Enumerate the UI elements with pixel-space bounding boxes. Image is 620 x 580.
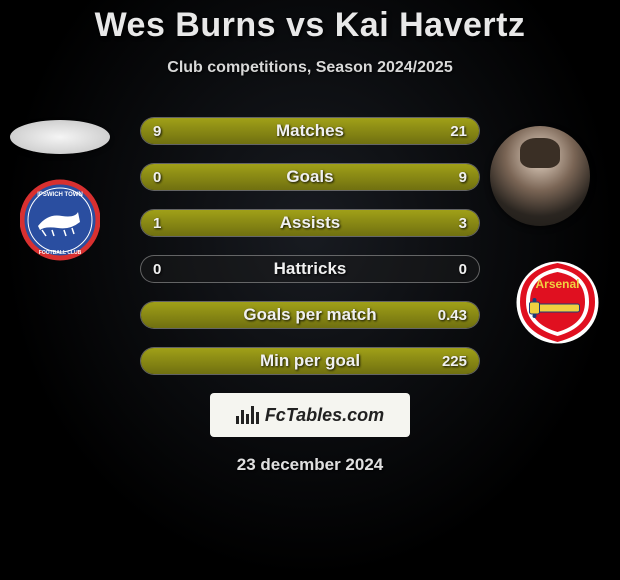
stat-label: Hattricks xyxy=(141,256,479,282)
chart-icon xyxy=(236,406,259,424)
stat-label: Assists xyxy=(141,210,479,236)
watermark: FcTables.com xyxy=(210,393,410,437)
stat-value-right: 9 xyxy=(459,164,467,190)
stat-label: Goals per match xyxy=(141,302,479,328)
stat-row: 1Assists3 xyxy=(140,209,480,237)
stats-area: 9Matches210Goals91Assists30Hattricks0Goa… xyxy=(0,117,620,375)
stat-label: Min per goal xyxy=(141,348,479,374)
stat-row: Goals per match0.43 xyxy=(140,301,480,329)
stat-row: 9Matches21 xyxy=(140,117,480,145)
stat-value-right: 225 xyxy=(442,348,467,374)
stat-label: Goals xyxy=(141,164,479,190)
stat-value-right: 0.43 xyxy=(438,302,467,328)
subtitle: Club competitions, Season 2024/2025 xyxy=(0,59,620,77)
stat-value-right: 3 xyxy=(459,210,467,236)
stat-value-right: 0 xyxy=(459,256,467,282)
watermark-text: FcTables.com xyxy=(265,405,384,426)
stat-row: 0Goals9 xyxy=(140,163,480,191)
stat-row: 0Hattricks0 xyxy=(140,255,480,283)
stat-row: Min per goal225 xyxy=(140,347,480,375)
stat-value-right: 21 xyxy=(450,118,467,144)
stat-label: Matches xyxy=(141,118,479,144)
page-title: Wes Burns vs Kai Havertz xyxy=(0,0,620,45)
date-text: 23 december 2024 xyxy=(0,455,620,475)
